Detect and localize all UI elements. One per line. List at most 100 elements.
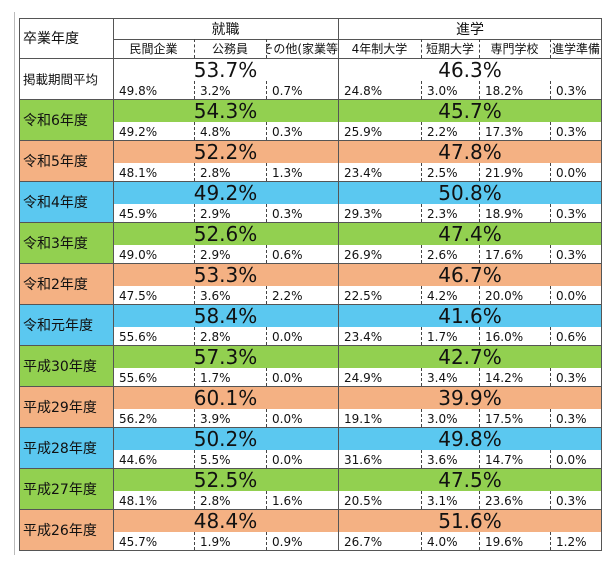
breakdown-value: 0.0% xyxy=(550,286,602,304)
breakdown-value: 0.3% xyxy=(550,204,602,222)
breakdown-value: 26.9% xyxy=(338,245,421,263)
further-education-total: 51.6% xyxy=(338,509,602,532)
breakdown-value: 4.0% xyxy=(421,532,479,550)
breakdown-value: 2.9% xyxy=(194,245,266,263)
breakdown-value: 49.8% xyxy=(113,81,194,99)
breakdown-value: 0.0% xyxy=(550,163,602,181)
subcolumn-header: その他(家業等) xyxy=(266,39,338,58)
dashed-separator xyxy=(194,204,195,222)
dashed-separator xyxy=(194,39,195,58)
breakdown-value: 18.2% xyxy=(479,81,550,99)
dashed-separator xyxy=(550,245,551,263)
row-divider xyxy=(19,99,602,100)
breakdown-value: 3.0% xyxy=(421,81,479,99)
row-label: 平成28年度 xyxy=(19,427,113,468)
breakdown-value: 1.2% xyxy=(550,532,602,550)
page-left-rule xyxy=(14,12,15,555)
breakdown-value: 3.4% xyxy=(421,368,479,386)
column-divider xyxy=(113,18,114,550)
employment-total: 49.2% xyxy=(113,181,338,204)
table-border xyxy=(19,550,602,551)
breakdown-value: 0.9% xyxy=(266,532,338,550)
row-divider xyxy=(19,468,602,469)
dashed-separator xyxy=(266,491,267,509)
breakdown-value: 45.7% xyxy=(113,532,194,550)
row-divider xyxy=(19,263,602,264)
dashed-separator xyxy=(550,409,551,427)
breakdown-value: 24.8% xyxy=(338,81,421,99)
dashed-separator xyxy=(266,409,267,427)
row-label: 平成29年度 xyxy=(19,386,113,427)
dashed-separator xyxy=(266,245,267,263)
dashed-separator xyxy=(194,163,195,181)
row-label: 令和3年度 xyxy=(19,222,113,263)
breakdown-value: 2.8% xyxy=(194,327,266,345)
breakdown-value: 26.7% xyxy=(338,532,421,550)
table-border xyxy=(601,18,602,550)
breakdown-value: 47.5% xyxy=(113,286,194,304)
further-education-total: 47.8% xyxy=(338,140,602,163)
breakdown-value: 2.8% xyxy=(194,491,266,509)
breakdown-value: 45.9% xyxy=(113,204,194,222)
row-label: 掲載期間平均 xyxy=(19,58,113,99)
dashed-separator xyxy=(479,163,480,181)
breakdown-value: 3.6% xyxy=(194,286,266,304)
breakdown-value: 19.6% xyxy=(479,532,550,550)
breakdown-value: 14.2% xyxy=(479,368,550,386)
group-employment-header: 就職 xyxy=(113,18,338,39)
dashed-separator xyxy=(421,204,422,222)
row-divider xyxy=(19,181,602,182)
dashed-separator xyxy=(194,245,195,263)
breakdown-value: 3.9% xyxy=(194,409,266,427)
dashed-separator xyxy=(421,450,422,468)
dashed-separator xyxy=(550,491,551,509)
employment-total: 57.3% xyxy=(113,345,338,368)
employment-total: 52.5% xyxy=(113,468,338,491)
dashed-separator xyxy=(479,327,480,345)
breakdown-value: 0.7% xyxy=(266,81,338,99)
breakdown-value: 48.1% xyxy=(113,163,194,181)
row-divider xyxy=(19,222,602,223)
dashed-separator xyxy=(421,368,422,386)
employment-total: 50.2% xyxy=(113,427,338,450)
breakdown-value: 0.3% xyxy=(550,245,602,263)
breakdown-value: 19.1% xyxy=(338,409,421,427)
breakdown-value: 29.3% xyxy=(338,204,421,222)
row-label: 令和4年度 xyxy=(19,181,113,222)
further-education-total: 42.7% xyxy=(338,345,602,368)
dashed-separator xyxy=(194,81,195,99)
row-divider xyxy=(19,345,602,346)
dashed-separator xyxy=(421,327,422,345)
dashed-separator xyxy=(550,39,551,58)
breakdown-value: 4.2% xyxy=(421,286,479,304)
breakdown-value: 0.3% xyxy=(266,122,338,140)
further-education-total: 45.7% xyxy=(338,99,602,122)
subcolumn-header: 進学準備 xyxy=(550,39,602,58)
breakdown-value: 1.7% xyxy=(421,327,479,345)
breakdown-value: 20.0% xyxy=(479,286,550,304)
dashed-separator xyxy=(266,204,267,222)
breakdown-value: 17.6% xyxy=(479,245,550,263)
header-divider xyxy=(113,39,602,40)
row-label: 令和6年度 xyxy=(19,99,113,140)
dashed-separator xyxy=(194,409,195,427)
breakdown-value: 2.8% xyxy=(194,163,266,181)
breakdown-value: 2.2% xyxy=(421,122,479,140)
breakdown-value: 0.3% xyxy=(266,204,338,222)
further-education-total: 50.8% xyxy=(338,181,602,204)
further-education-total: 47.4% xyxy=(338,222,602,245)
dashed-separator xyxy=(550,532,551,550)
row-label: 令和5年度 xyxy=(19,140,113,181)
breakdown-value: 0.0% xyxy=(550,450,602,468)
breakdown-value: 0.6% xyxy=(266,245,338,263)
breakdown-value: 4.8% xyxy=(194,122,266,140)
dashed-separator xyxy=(266,163,267,181)
breakdown-value: 2.2% xyxy=(266,286,338,304)
breakdown-value: 0.3% xyxy=(550,122,602,140)
row-label: 令和2年度 xyxy=(19,263,113,304)
breakdown-value: 0.0% xyxy=(266,368,338,386)
breakdown-value: 48.1% xyxy=(113,491,194,509)
dashed-separator xyxy=(550,368,551,386)
breakdown-value: 16.0% xyxy=(479,327,550,345)
breakdown-value: 24.9% xyxy=(338,368,421,386)
